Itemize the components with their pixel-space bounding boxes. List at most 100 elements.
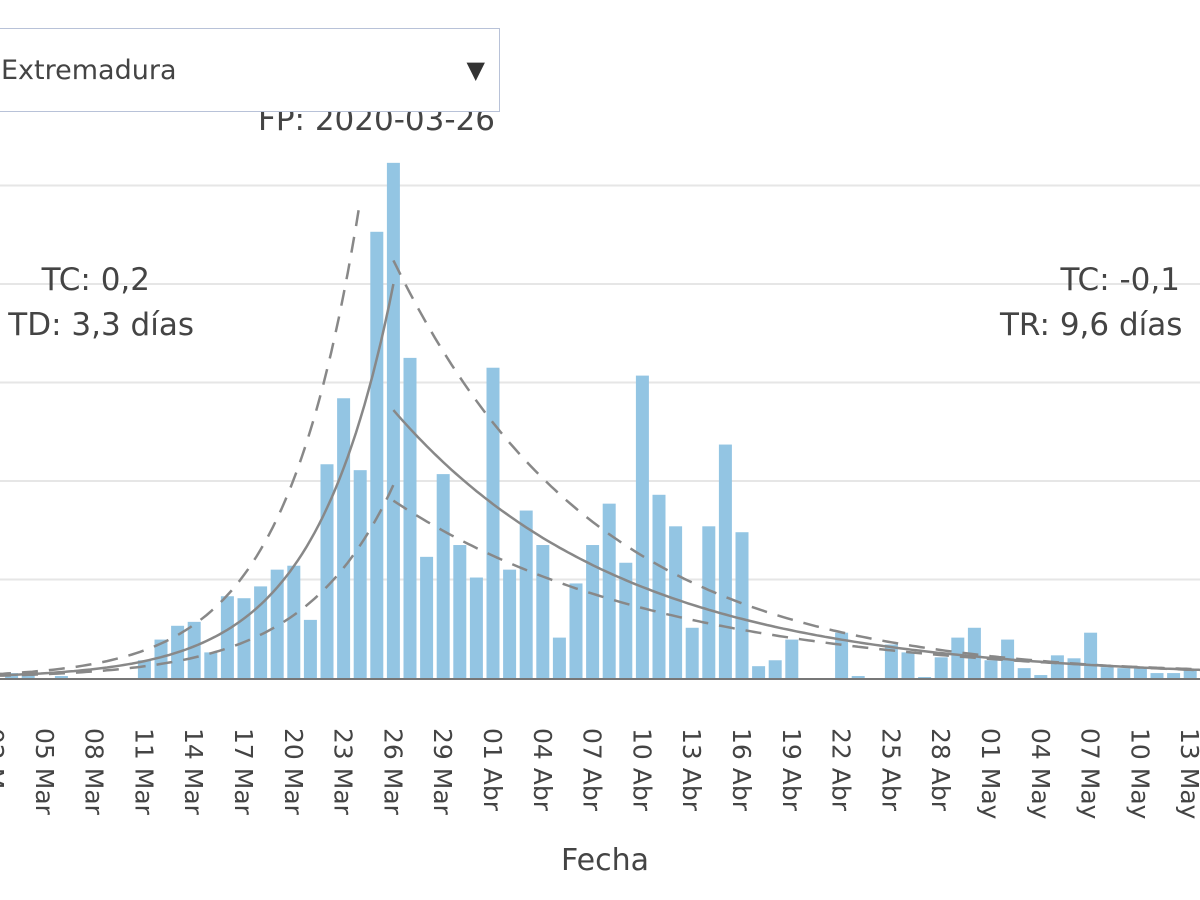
- region-dropdown[interactable]: Extremadura ▼: [0, 28, 500, 112]
- bar-08-Abr: [602, 503, 616, 678]
- gridlines: [0, 184, 1200, 581]
- decay-tc-annotation: TC: -0,1: [1059, 262, 1180, 298]
- x-tick-label: 20 Mar: [279, 728, 308, 816]
- x-tick-label: 02 Mar: [0, 728, 9, 816]
- bar-27-Abr: [918, 677, 932, 678]
- bar-30-Mar: [453, 545, 467, 678]
- x-tick-label: 04 May: [1026, 728, 1055, 820]
- x-tick-label: 10 Abr: [627, 728, 656, 812]
- bar-25-Abr: [884, 644, 898, 678]
- x-tick-label: 29 Mar: [428, 728, 457, 816]
- bar-16-Mar: [220, 596, 234, 678]
- bar-15-Mar: [204, 652, 218, 678]
- bar-19-Abr: [785, 639, 799, 678]
- bar-05-Abr: [552, 637, 566, 678]
- growth-td-annotation: TD: 3,3 días: [7, 307, 194, 343]
- bar-23-Mar: [337, 398, 351, 678]
- x-tick-label: 13 May: [1175, 728, 1200, 820]
- bar-17-Abr: [752, 666, 766, 678]
- x-tick-label: 16 Abr: [727, 728, 756, 812]
- x-tick-label: 08 Mar: [80, 728, 109, 816]
- x-tick-label: 10 May: [1125, 728, 1154, 820]
- bar-11-Mar: [137, 660, 151, 678]
- x-tick-label: 22 Abr: [827, 728, 856, 812]
- bar-06-Abr: [569, 583, 583, 678]
- x-tick-label: 04 Abr: [528, 728, 557, 812]
- bar-21-Mar: [303, 619, 317, 678]
- bar-02-Abr: [503, 569, 517, 678]
- bars: [5, 162, 1197, 679]
- x-tick-label: 01 May: [976, 728, 1005, 820]
- bar-20-Mar: [287, 565, 301, 678]
- x-tick-label: 23 Mar: [329, 728, 358, 816]
- fit-growth-solid: [0, 283, 395, 677]
- bar-09-Abr: [619, 562, 633, 678]
- bar-17-Mar: [237, 598, 251, 678]
- triangle-down-icon[interactable]: ▼: [466, 56, 485, 84]
- bar-04-Abr: [536, 545, 550, 678]
- bar-23-Abr: [851, 676, 865, 678]
- bar-11-Abr: [652, 494, 666, 678]
- bar-10-May: [1133, 668, 1147, 678]
- bar-10-Abr: [635, 375, 649, 678]
- decay-tr-annotation: TR: 9,6 días: [999, 307, 1182, 343]
- x-tick-label: 07 May: [1076, 728, 1105, 820]
- bar-03-May: [1017, 668, 1031, 678]
- bar-29-Mar: [436, 474, 450, 678]
- bar-14-Abr: [702, 526, 716, 678]
- bar-26-Mar: [386, 162, 400, 679]
- x-tick-label: 11 Mar: [129, 728, 158, 816]
- x-axis-title: Fecha: [561, 843, 649, 878]
- x-tick-label: 17 Mar: [229, 728, 258, 816]
- x-tick-labels: 02 Mar 05 Mar 08 Mar 11 Mar 14 Mar 17 Mar 20 M…: [0, 728, 1200, 820]
- bar-06-May: [1067, 658, 1081, 678]
- fit-decay-dashed: [392, 499, 1200, 671]
- fit-growth-dashed: [0, 200, 362, 676]
- bar-07-Abr: [586, 545, 600, 678]
- x-tick-label: 14 Mar: [179, 728, 208, 816]
- bar-06-Mar: [54, 676, 68, 678]
- x-tick-label: 28 Abr: [926, 728, 955, 812]
- bar-16-Abr: [735, 532, 749, 678]
- bar-01-May: [984, 660, 998, 678]
- bar-25-Mar: [370, 231, 384, 679]
- bar-07-May: [1084, 632, 1098, 678]
- bar-28-Mar: [420, 556, 434, 678]
- bar-18-Abr: [768, 660, 782, 678]
- bar-28-Abr: [934, 657, 948, 678]
- bar-12-Abr: [669, 526, 683, 678]
- x-tick-label: 26 Mar: [378, 728, 407, 816]
- bar-27-Mar: [403, 357, 417, 678]
- bar-04-May: [1034, 675, 1048, 678]
- bar-30-Abr: [967, 627, 981, 678]
- bar-19-Mar: [270, 569, 284, 678]
- bar-29-Abr: [951, 637, 965, 678]
- x-tick-label: 19 Abr: [777, 728, 806, 812]
- bar-18-Mar: [254, 586, 268, 678]
- growth-tc-annotation: TC: 0,2: [41, 262, 150, 298]
- fit-growth-dashed: [0, 484, 395, 677]
- x-tick-label: 25 Abr: [876, 728, 905, 812]
- bar-12-May: [1167, 673, 1181, 678]
- fit-curves: [0, 200, 1200, 677]
- bar-26-Abr: [901, 652, 915, 678]
- bar-13-May: [1183, 670, 1197, 678]
- bar-22-Mar: [320, 464, 334, 678]
- x-tick-label: 07 Abr: [578, 728, 607, 812]
- bar-08-May: [1100, 667, 1114, 678]
- x-tick-label: 13 Abr: [677, 728, 706, 812]
- bar-05-May: [1050, 655, 1064, 678]
- bar-12-Mar: [154, 639, 168, 678]
- bar-24-Mar: [353, 470, 367, 678]
- bar-01-Abr: [486, 367, 500, 678]
- bar-14-Mar: [187, 621, 201, 678]
- bar-15-Abr: [718, 444, 732, 678]
- region-dropdown-value: Extremadura: [1, 54, 177, 86]
- bar-13-Abr: [685, 627, 699, 678]
- x-tick-label: 05 Mar: [30, 728, 59, 816]
- bar-11-May: [1150, 673, 1164, 678]
- x-tick-label: 01 Abr: [478, 728, 507, 812]
- bar-31-Mar: [469, 577, 483, 678]
- bar-09-May: [1117, 668, 1131, 678]
